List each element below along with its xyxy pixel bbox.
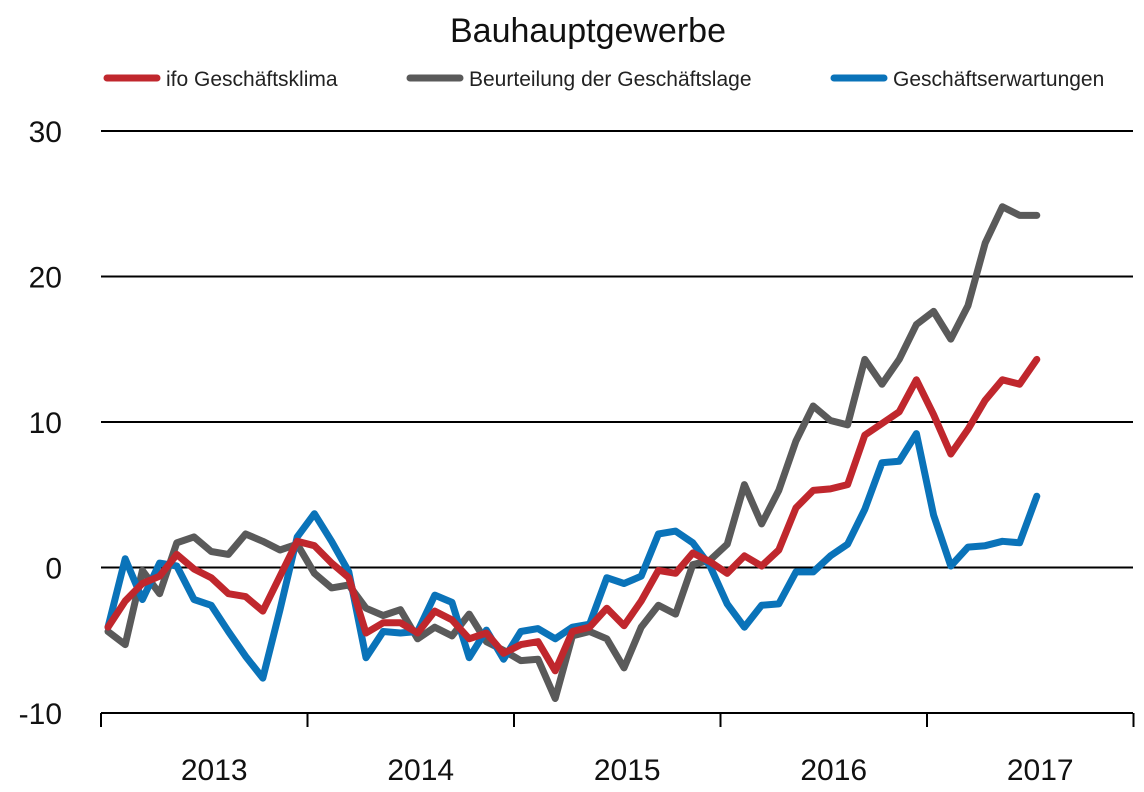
y-tick-label: 10: [29, 407, 62, 440]
x-tick-label: 2013: [181, 754, 248, 787]
y-axis-ticks: 30 20 10 0 -10: [19, 116, 62, 731]
x-tick-label: 2014: [387, 754, 454, 787]
x-tick-label: 2015: [594, 754, 661, 787]
y-tick-label: 0: [45, 553, 62, 586]
x-axis: 2013 2014 2015 2016 2017: [100, 712, 1135, 787]
series-line: [104, 430, 1041, 682]
chart-title: Bauhauptgewerbe: [450, 12, 726, 50]
series-line: [104, 355, 1041, 675]
y-tick-label: 20: [29, 262, 62, 295]
gridlines: [101, 130, 1133, 569]
series-lines: [104, 203, 1041, 702]
legend-label: ifo Geschäftsklima: [166, 68, 338, 91]
legend: ifo Geschäftsklima Beurteilung der Geschä…: [103, 68, 1104, 91]
x-tick-label: 2016: [800, 754, 867, 787]
legend-label: Beurteilung der Geschäftslage: [469, 68, 752, 91]
y-tick-label: 30: [29, 116, 62, 149]
legend-label: Geschäftserwartungen: [893, 68, 1104, 91]
y-tick-label: -10: [19, 698, 62, 731]
x-tick-label: 2017: [1007, 754, 1074, 787]
